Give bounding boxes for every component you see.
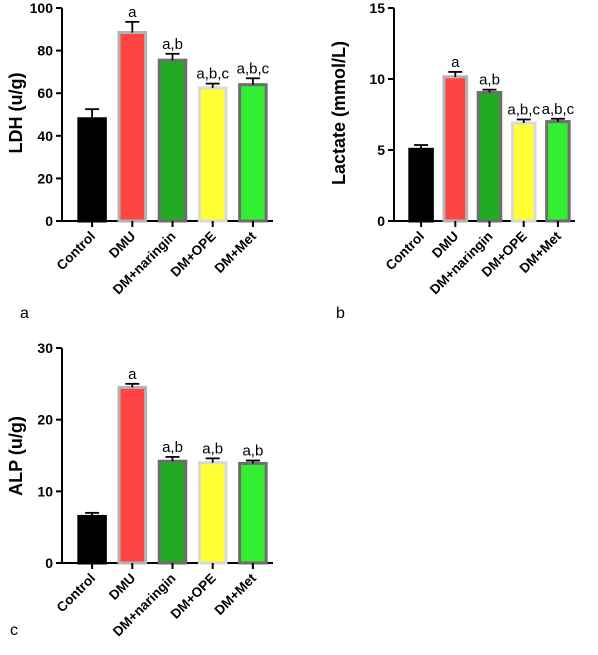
y-axis-label: ALP (u/g) (6, 416, 26, 496)
bar-DM+OPE (510, 121, 537, 223)
significance-label: a,b,c (196, 66, 229, 83)
significance-label: a,b (242, 443, 263, 460)
bar-Control (77, 117, 107, 223)
significance-label: a (451, 54, 460, 71)
y-axis-label: LDH (u/g) (6, 73, 26, 154)
y-tick-label: 15 (369, 0, 385, 16)
bar-Control (408, 147, 434, 223)
y-tick-label: 40 (37, 128, 53, 144)
significance-label: a (128, 366, 137, 383)
bar-DM+Met (238, 461, 268, 565)
bar-DM+Met (238, 83, 268, 223)
x-tick-label: DM+Met (212, 570, 260, 618)
bar-DM+OPE (197, 86, 228, 223)
x-tick-label: Control (54, 571, 99, 616)
y-tick-label: 20 (37, 412, 53, 428)
y-tick-label: 20 (37, 170, 53, 186)
y-tick-label: 0 (45, 213, 53, 229)
x-tick-label: DMU (106, 571, 138, 603)
x-tick-label: Control (54, 229, 99, 274)
bar-DMU (117, 385, 148, 565)
bar-DM+naringin (476, 90, 503, 223)
x-tick-label: DM+Met (212, 228, 260, 276)
significance-label: a,b,c (542, 101, 575, 118)
panel-label: c (10, 622, 18, 639)
y-tick-label: 0 (45, 555, 53, 571)
y-tick-label: 0 (377, 213, 385, 229)
bar-DMU (117, 30, 148, 223)
bar-DMU (442, 75, 469, 223)
bar-DM+Met (545, 120, 571, 223)
y-tick-label: 30 (37, 340, 53, 356)
significance-label: a (128, 4, 137, 21)
y-tick-label: 5 (377, 142, 385, 158)
significance-label: a,b (162, 439, 183, 456)
panel-label: a (20, 305, 29, 322)
y-axis-label: Lactate (mmol/L) (329, 41, 349, 185)
y-tick-label: 60 (37, 85, 53, 101)
x-tick-label: DMU (106, 229, 138, 261)
bar-Control (77, 514, 107, 565)
y-tick-label: 10 (369, 71, 385, 87)
significance-label: a,b (479, 72, 500, 89)
significance-label: a,b,c (237, 60, 270, 77)
y-tick-label: 80 (37, 43, 53, 59)
significance-label: a,b (162, 36, 183, 53)
significance-label: a,b,c (507, 101, 540, 118)
y-tick-label: 10 (37, 483, 53, 499)
x-tick-label: Control (383, 229, 428, 274)
bar-DM+OPE (197, 461, 228, 565)
significance-label: a,b (202, 440, 223, 457)
panel-label: b (336, 305, 345, 322)
bar-DM+naringin (157, 58, 188, 223)
y-tick-label: 100 (30, 0, 54, 16)
bar-DM+naringin (157, 459, 188, 565)
